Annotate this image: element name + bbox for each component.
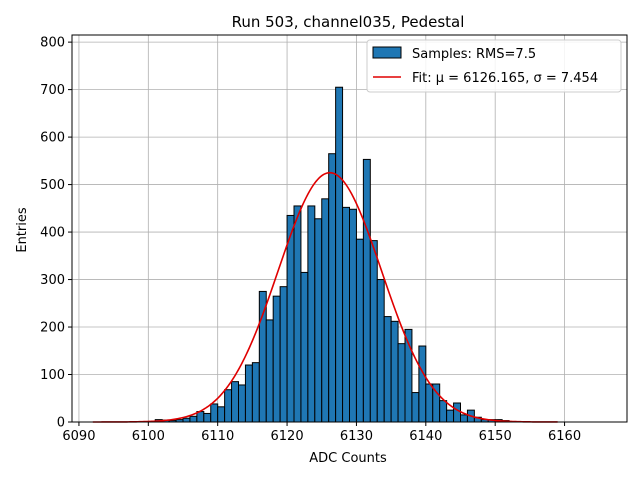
legend-frame bbox=[366, 39, 622, 93]
histogram-bar bbox=[369, 240, 378, 423]
histogram-bar bbox=[425, 383, 434, 423]
histogram-bar bbox=[335, 86, 344, 423]
histogram-bar bbox=[446, 409, 455, 423]
histogram-bar bbox=[390, 320, 399, 423]
x-tick-label: 6110 bbox=[201, 429, 234, 444]
legend-histogram-label: Samples: RMS=7.5 bbox=[412, 47, 536, 62]
histogram-bar bbox=[203, 412, 212, 423]
histogram-bar bbox=[300, 271, 309, 423]
histogram-bar bbox=[210, 403, 219, 423]
histogram-bar bbox=[349, 208, 357, 423]
y-tick-label: 100 bbox=[40, 368, 65, 383]
histogram-bar bbox=[342, 206, 350, 423]
histogram-bar bbox=[383, 316, 392, 423]
x-tick-label: 6150 bbox=[479, 429, 512, 444]
fit-curve bbox=[92, 171, 558, 423]
x-axis-label: ADC Counts bbox=[309, 451, 387, 466]
y-tick-label: 500 bbox=[40, 178, 65, 193]
histogram-bar bbox=[272, 295, 281, 423]
histogram-bar bbox=[244, 364, 253, 423]
histogram-bar bbox=[182, 417, 191, 423]
histogram-bar bbox=[397, 343, 406, 423]
histogram-bar bbox=[224, 389, 233, 423]
histogram-bar bbox=[460, 414, 468, 423]
x-tick-label: 6130 bbox=[340, 429, 373, 444]
histogram-bar bbox=[362, 158, 371, 423]
histogram-bar bbox=[231, 381, 239, 423]
legend-histogram-swatch bbox=[372, 46, 402, 59]
y-tick-label: 600 bbox=[40, 131, 65, 146]
x-tick-label: 6090 bbox=[62, 429, 95, 444]
y-tick-label: 300 bbox=[40, 273, 65, 288]
y-tick-label: 800 bbox=[40, 36, 65, 51]
legend-fit-label: Fit: μ = 6126.165, σ = 7.454 bbox=[412, 71, 598, 86]
histogram-bar bbox=[307, 205, 316, 423]
histogram-bar bbox=[189, 415, 198, 423]
x-tick-label: 6160 bbox=[548, 429, 581, 444]
plot-frame bbox=[71, 34, 628, 423]
histogram-bar bbox=[418, 345, 427, 423]
histogram-bar bbox=[411, 392, 420, 423]
y-tick-label: 0 bbox=[57, 416, 65, 431]
histogram-bar bbox=[328, 153, 337, 423]
histogram-bar bbox=[286, 214, 295, 423]
y-tick-label: 200 bbox=[40, 321, 65, 336]
histogram-bar bbox=[453, 402, 461, 423]
chart-title: Run 503, channel035, Pedestal bbox=[232, 13, 465, 31]
histogram-bar bbox=[376, 279, 385, 423]
y-axis-label: Entries bbox=[15, 207, 30, 253]
y-tick-label: 700 bbox=[40, 83, 65, 98]
legend: Samples: RMS=7.5 Fit: μ = 6126.165, σ = … bbox=[366, 39, 622, 93]
histogram-bar bbox=[251, 362, 260, 423]
axis-ticks: 6090 6100 6110 6120 6130 6140 6150 6160 0 100 200 3… bbox=[40, 36, 581, 444]
histogram-bar bbox=[321, 198, 330, 423]
histogram-bar bbox=[314, 218, 323, 423]
histogram-bar bbox=[439, 400, 448, 423]
histogram-bar bbox=[279, 286, 288, 423]
histogram-bar bbox=[355, 238, 364, 423]
histogram-bar bbox=[258, 290, 267, 423]
x-tick-label: 6120 bbox=[271, 429, 304, 444]
histogram-bar bbox=[238, 384, 246, 423]
y-tick-label: 400 bbox=[40, 226, 65, 241]
histogram-bar bbox=[265, 319, 274, 423]
histogram-bar bbox=[293, 205, 302, 423]
histogram-bar bbox=[217, 406, 226, 423]
x-tick-label: 6140 bbox=[409, 429, 442, 444]
x-tick-label: 6100 bbox=[132, 429, 165, 444]
